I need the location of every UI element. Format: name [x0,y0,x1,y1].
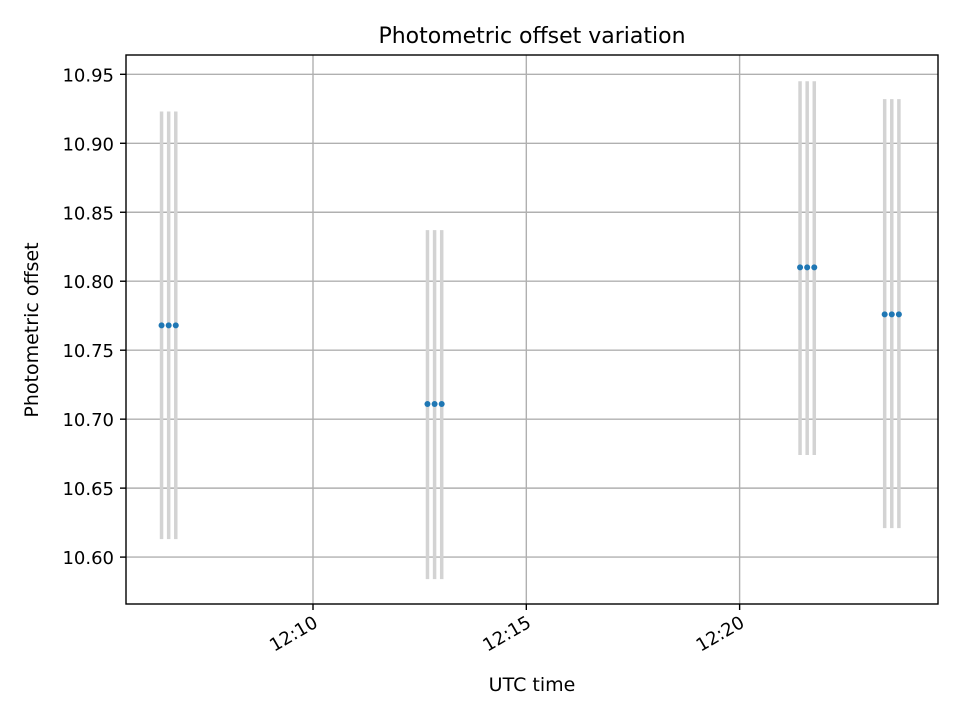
y-tick-label: 10.75 [62,341,114,362]
data-point [888,311,895,318]
data-point [424,400,431,407]
y-tick-label: 10.65 [62,479,114,500]
data-point [172,322,179,329]
plot-frame [125,54,939,605]
x-axis: 12:10 12:15 12:20 [266,604,748,656]
error-bars [159,81,901,580]
y-tick-label: 10.80 [62,272,114,293]
y-axis: 10.60 10.65 10.70 10.75 10.80 10.85 10.90 10.95 [62,65,126,569]
data-point [165,322,172,329]
x-tick-label: 12:10 [266,612,321,656]
data-point [811,264,818,271]
y-axis-label: Photometric offset [21,242,43,417]
y-tick-label: 10.95 [62,65,114,86]
grid [126,55,938,604]
y-tick-label: 10.90 [62,134,114,155]
data-point [158,322,165,329]
y-tick-label: 10.60 [62,548,114,569]
data-point [895,311,902,318]
y-tick-label: 10.85 [62,203,114,224]
chart-title: Photometric offset variation [378,24,685,49]
x-tick-label: 12:15 [479,612,534,656]
x-tick-label: 12:20 [693,612,748,656]
data-point [797,264,804,271]
data-points [158,264,902,407]
data-point [431,400,438,407]
data-point [438,400,445,407]
y-tick-label: 10.70 [62,410,114,431]
data-point [881,311,888,318]
x-axis-label: UTC time [489,674,576,696]
data-point [804,264,811,271]
